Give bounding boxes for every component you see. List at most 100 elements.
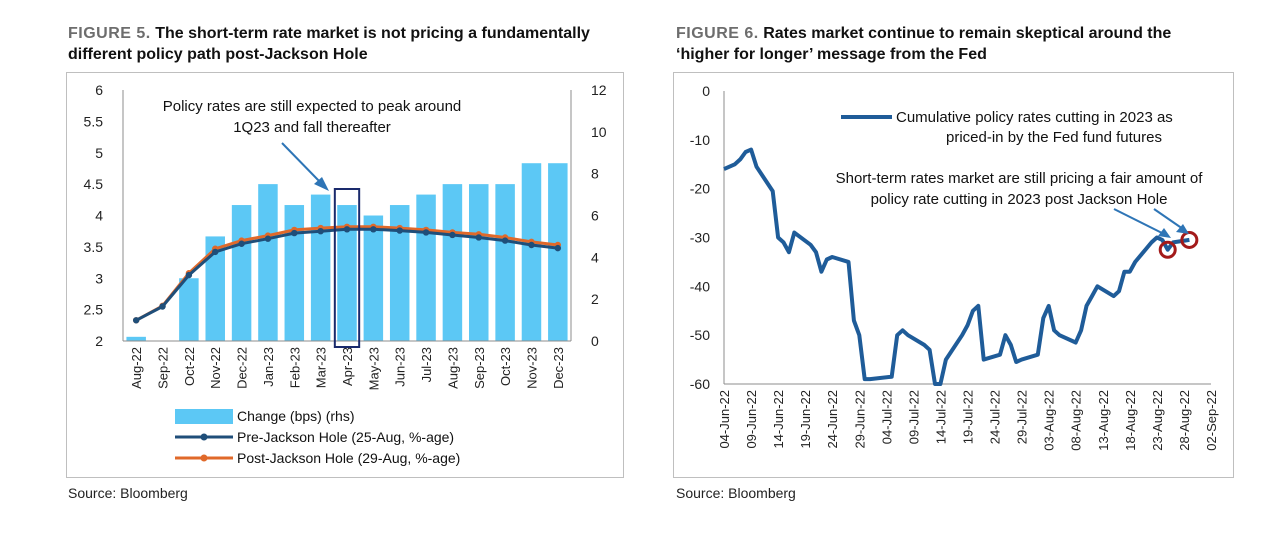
- pre-jackson-hole-point: [528, 241, 535, 249]
- figure5-source: Source: Bloomberg: [68, 485, 188, 501]
- bar-sep-23: [469, 184, 489, 341]
- bar-apr-23: [337, 205, 357, 341]
- y-left-tick-label: 4: [95, 208, 103, 224]
- annotation-line1: Short-term rates market are still pricin…: [836, 170, 1204, 187]
- pre-jackson-hole-point: [291, 229, 298, 237]
- legend-change-bps-label: Change (bps) (rhs): [237, 408, 355, 424]
- x-tick-label: Sep-23: [472, 347, 487, 389]
- x-tick-label: Jun-23: [393, 347, 408, 387]
- y-left-tick-label: 5.5: [84, 113, 104, 129]
- pre-jackson-hole-point: [396, 227, 403, 234]
- figure5-frame: 6 5.5 5 4.5 4 3.5 3 2.5 2 12 10 8 6 4 2 0 Aug-22 Sep-22 Oc…: [66, 72, 624, 478]
- x-tick-label: Nov-23: [524, 347, 539, 389]
- annotation-arrow: [281, 142, 322, 184]
- marker-aug-25: [1158, 240, 1177, 259]
- figure5-title: FIGURE 5. The short-term rate market is …: [68, 23, 590, 65]
- annotation-arrow-1: [1113, 208, 1165, 235]
- pre-jackson-hole-point: [422, 229, 430, 236]
- bar-aug-23: [442, 184, 463, 341]
- legend-post-jackson-hole-label: Post-Jackson Hole (29-Aug, %-age): [237, 450, 460, 466]
- annotation-arrowhead: [314, 177, 329, 191]
- legend-change-bps-swatch: [175, 409, 233, 424]
- annotation-arrowhead-1: [1158, 228, 1171, 238]
- y-right-tick-label: 6: [591, 208, 599, 224]
- x-tick-label: 14-Jun-22: [771, 390, 786, 449]
- figure6-title-line2: ‘higher for longer’ message from the Fed: [676, 46, 987, 63]
- x-tick-label: Oct-23: [498, 347, 513, 386]
- pre-jackson-hole-point: [159, 303, 166, 310]
- cumulative-cuts-line: [723, 147, 1190, 386]
- pre-jackson-hole-point: [238, 240, 245, 247]
- bar-jan-23: [258, 184, 278, 341]
- x-tick-label: Jul-23: [419, 347, 434, 382]
- x-tick-label: 19-Jul-22: [961, 390, 976, 444]
- figure6-chart: 0 -10 -20 -30 -40 -50 -60 04-Jun-22 09-Jun-22 14-…: [690, 83, 1219, 451]
- x-tick-label: 08-Aug-22: [1069, 390, 1084, 451]
- bar-oct-23: [495, 184, 515, 341]
- bar-mar-23: [310, 194, 331, 341]
- legend-pre-jackson-hole-marker: [200, 433, 208, 441]
- figure6-title: FIGURE 6. Rates market continue to remai…: [676, 23, 1171, 65]
- y-right-tick-label: 12: [591, 82, 607, 98]
- y-left-tick-label: 4.5: [84, 176, 104, 192]
- x-tick-label: Dec-23: [551, 347, 566, 389]
- figure5-label: FIGURE 5.: [68, 25, 151, 42]
- annotation-arrow-2: [1153, 208, 1184, 230]
- annotation-line1: Policy rates are still expected to peak …: [163, 98, 462, 115]
- y-tick-label: -30: [690, 230, 710, 246]
- y-tick-label: -20: [690, 181, 710, 197]
- bar-jun-23: [389, 205, 410, 341]
- figure6-source: Source: Bloomberg: [676, 485, 796, 501]
- y-tick-label: -10: [690, 132, 710, 148]
- x-tick-label: Aug-23: [445, 347, 460, 389]
- y-tick-label: -50: [690, 327, 710, 343]
- x-tick-label: Dec-22: [235, 347, 250, 389]
- x-tick-label: 29-Jul-22: [1015, 390, 1030, 444]
- figure6-frame: 0 -10 -20 -30 -40 -50 -60 04-Jun-22 09-Jun-22 14-…: [673, 72, 1234, 478]
- figure5-title-line2: different policy path post-Jackson Hole: [68, 46, 368, 63]
- y-tick-label: -40: [690, 278, 710, 294]
- x-tick-label: Aug-22: [129, 347, 144, 389]
- figure5-chart: 6 5.5 5 4.5 4 3.5 3 2.5 2 12 10 8 6 4 2 0 Aug-22 Sep-22 Oc…: [84, 82, 607, 466]
- pre-jackson-hole-point: [475, 234, 482, 241]
- y-right-tick-label: 8: [591, 166, 599, 182]
- y-right-tick-label: 4: [591, 249, 599, 265]
- figure6-title-line1: Rates market continue to remain skeptica…: [763, 25, 1172, 42]
- x-tick-label: 09-Jul-22: [906, 390, 921, 444]
- x-tick-label: Sep-22: [156, 347, 171, 389]
- x-tick-label: 04-Jul-22: [879, 390, 894, 444]
- x-tick-label: Oct-22: [182, 347, 197, 386]
- x-tick-label: 18-Aug-22: [1123, 390, 1138, 451]
- legend-label-line2: priced-in by the Fed fund futures: [946, 129, 1162, 146]
- y-right-tick-label: 0: [591, 333, 599, 349]
- x-tick-label: 23-Aug-22: [1150, 390, 1165, 451]
- annotation-line2: 1Q23 and fall thereafter: [233, 119, 391, 136]
- bar-nov-22: [205, 236, 225, 341]
- pre-jackson-hole-point: [132, 317, 140, 324]
- x-tick-label: Apr-23: [340, 347, 355, 386]
- legend-pre-jackson-hole-label: Pre-Jackson Hole (25-Aug, %-age): [237, 429, 454, 445]
- bar-feb-23: [284, 205, 305, 341]
- x-tick-label: 09-Jun-22: [744, 390, 759, 449]
- y-left-tick-label: 3.5: [84, 239, 104, 255]
- y-left-tick-label: 5: [95, 145, 103, 161]
- bar-oct-22: [179, 278, 199, 341]
- bar-aug-22: [126, 336, 146, 341]
- bar-nov-23: [521, 163, 542, 341]
- pre-jackson-hole-point: [212, 248, 219, 256]
- annotation-line2: policy rate cutting in 2023 post Jackson…: [871, 191, 1168, 208]
- y-left-tick-label: 6: [95, 82, 103, 98]
- x-tick-label: Nov-22: [208, 347, 223, 389]
- y-left-tick-label: 3: [95, 270, 103, 286]
- bar-may-23: [363, 215, 384, 341]
- bar-jul-23: [416, 194, 436, 341]
- pre-jackson-hole-point: [370, 226, 377, 233]
- y-right-tick-label: 10: [591, 124, 607, 140]
- pre-jackson-hole-point: [317, 227, 324, 235]
- highlight-box-apr-23: [333, 188, 361, 348]
- x-tick-label: Mar-23: [314, 347, 329, 388]
- x-tick-label: May-23: [366, 347, 381, 390]
- pre-jackson-hole-point: [264, 235, 272, 242]
- x-tick-label: 04-Jun-22: [717, 390, 732, 449]
- x-tick-label: Feb-23: [287, 347, 302, 388]
